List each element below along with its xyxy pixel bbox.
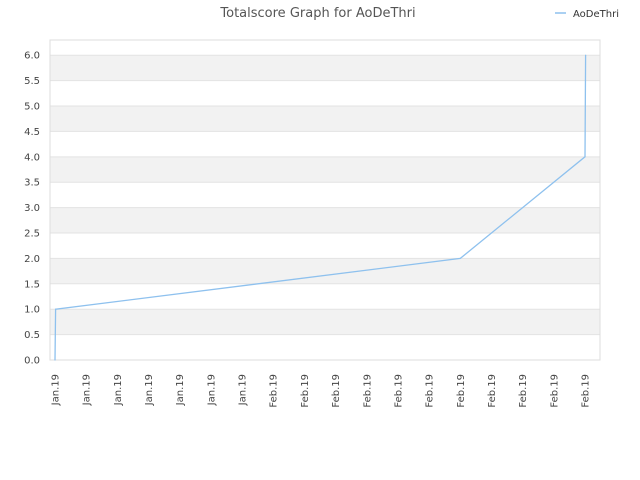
grid-band bbox=[50, 106, 600, 132]
plot-area bbox=[49, 39, 601, 361]
x-tick-label: Feb.19 bbox=[425, 374, 436, 408]
x-tick-label: Feb.19 bbox=[331, 374, 342, 408]
y-tick-label: 2.5 bbox=[24, 229, 40, 240]
x-tick-label: Jan.19 bbox=[144, 374, 155, 406]
grid-band bbox=[50, 334, 600, 360]
data-point bbox=[459, 257, 461, 260]
y-tick-label: 5.5 bbox=[24, 76, 40, 87]
grid-band bbox=[50, 131, 600, 157]
grid-band bbox=[50, 182, 600, 208]
grid-band bbox=[50, 40, 600, 56]
data-point bbox=[584, 156, 586, 158]
grid-band bbox=[50, 80, 600, 107]
x-tick-label: Jan.19 bbox=[51, 374, 62, 406]
x-tick-label: Feb.19 bbox=[362, 374, 373, 408]
x-tick-label: Jan.19 bbox=[175, 374, 186, 406]
x-tick-label: Feb.19 bbox=[300, 374, 311, 408]
x-tick-label: Jan.19 bbox=[113, 374, 124, 406]
legend: AoDeThri bbox=[555, 9, 619, 20]
grid-band bbox=[50, 207, 600, 234]
x-tick-label: Feb.19 bbox=[269, 374, 280, 408]
y-tick-label: 4.0 bbox=[24, 152, 40, 163]
y-tick-label: 3.5 bbox=[24, 178, 40, 189]
data-point bbox=[55, 308, 57, 310]
legend-label: AoDeThri bbox=[573, 9, 619, 20]
y-tick-label: 2.0 bbox=[24, 254, 40, 265]
y-tick-label: 4.5 bbox=[24, 127, 40, 138]
y-axis: 0.0 0.5 1.0 1.5 2.0 2.5 3.0 3.5 4.0 4.5 5.0 5.5 6.0 bbox=[24, 51, 40, 367]
grid-band bbox=[50, 283, 600, 310]
grid-band bbox=[50, 156, 600, 183]
chart-title: Totalscore Graph for AoDeThri bbox=[219, 6, 415, 21]
x-tick-label: Jan.19 bbox=[82, 374, 93, 406]
series-lines bbox=[54, 54, 587, 361]
x-tick-label: Feb.19 bbox=[456, 374, 467, 408]
y-tick-label: 5.0 bbox=[24, 102, 40, 113]
y-tick-label: 0.0 bbox=[24, 356, 40, 367]
y-tick-label: 6.0 bbox=[24, 51, 40, 62]
y-tick-label: 0.5 bbox=[24, 330, 40, 341]
y-tick-label: 1.0 bbox=[24, 305, 40, 316]
x-tick-label: Jan.19 bbox=[206, 374, 217, 406]
grid-band bbox=[50, 258, 600, 284]
grid-band bbox=[50, 309, 600, 335]
x-axis: Jan.19 Jan.19 Jan.19 Jan.19 Jan.19 Jan.19 Jan.… bbox=[51, 374, 592, 408]
y-tick-label: 3.0 bbox=[24, 203, 40, 214]
x-tick-label: Jan.19 bbox=[238, 374, 249, 406]
plot-background bbox=[50, 40, 600, 361]
x-tick-label: Feb.19 bbox=[549, 374, 560, 408]
grid-band bbox=[50, 55, 600, 81]
data-point bbox=[585, 54, 587, 56]
grid-band bbox=[50, 233, 600, 259]
x-tick-label: Feb.19 bbox=[581, 374, 592, 408]
x-tick-label: Feb.19 bbox=[487, 374, 498, 408]
y-tick-label: 1.5 bbox=[24, 279, 40, 290]
x-tick-label: Feb.19 bbox=[393, 374, 404, 408]
data-point bbox=[54, 359, 56, 361]
x-tick-label: Feb.19 bbox=[518, 374, 529, 408]
